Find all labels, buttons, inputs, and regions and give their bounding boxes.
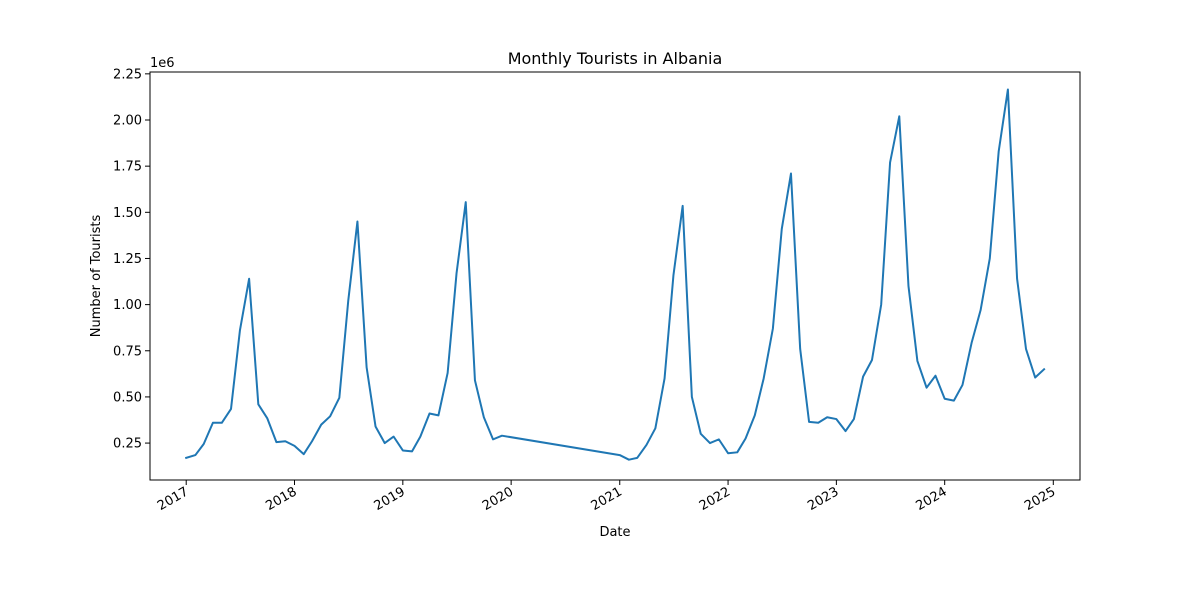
chart-title: Monthly Tourists in Albania bbox=[508, 49, 723, 68]
y-tick-label: 0.50 bbox=[113, 390, 142, 405]
y-axis-label: Number of Tourists bbox=[89, 215, 104, 338]
y-tick-label: 1.75 bbox=[113, 160, 142, 175]
y-tick-label: 1.50 bbox=[113, 206, 142, 221]
x-axis-label: Date bbox=[599, 525, 630, 540]
y-tick-label: 0.25 bbox=[113, 437, 142, 452]
y-tick-label: 0.75 bbox=[113, 344, 142, 359]
y-axis-offset-label: 1e6 bbox=[150, 56, 175, 71]
series-line bbox=[184, 88, 1046, 461]
y-tick-label: 2.00 bbox=[113, 114, 142, 129]
y-tick-label: 2.25 bbox=[113, 67, 142, 82]
y-tick-label: 1.25 bbox=[113, 252, 142, 267]
y-tick-label: 1.00 bbox=[113, 298, 142, 313]
plot-frame bbox=[149, 71, 1081, 481]
